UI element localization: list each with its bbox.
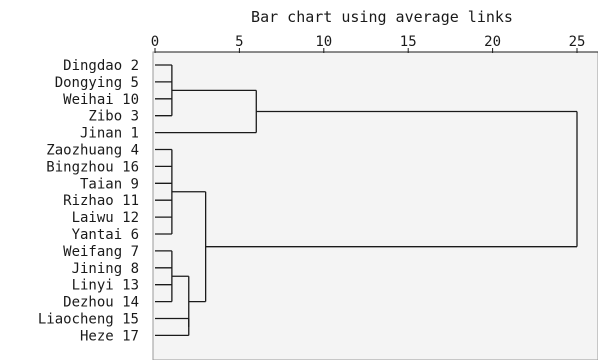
- x-tick-label: 10: [315, 34, 332, 50]
- leaf-label: Dingdao 2: [63, 58, 139, 74]
- leaf-label: Zibo 3: [88, 109, 139, 125]
- plot-area: [152, 51, 598, 360]
- x-tick-label: 25: [569, 34, 586, 50]
- leaf-label: Weifang 7: [63, 244, 139, 260]
- x-tick-label: 15: [400, 34, 417, 50]
- x-tick-label: 0: [151, 34, 159, 50]
- chart-title: Bar chart using average links: [251, 8, 513, 26]
- leaf-label: Heze 17: [80, 328, 139, 344]
- x-tick-label: 5: [235, 34, 243, 50]
- leaf-label: Weihai 10: [63, 92, 139, 108]
- leaf-label: Taian 9: [80, 176, 139, 192]
- x-axis: 0 5 10 15 20 25: [151, 34, 598, 53]
- leaf-label: Linyi 13: [72, 278, 139, 294]
- dendrogram-links: [155, 64, 578, 337]
- x-tick-label: 20: [484, 34, 501, 50]
- leaf-label: Zaozhuang 4: [46, 143, 139, 159]
- leaf-label: Rizhao 11: [63, 193, 139, 209]
- leaf-label: Yantai 6: [72, 227, 139, 243]
- leaf-label: Liaocheng 15: [38, 312, 139, 328]
- leaf-label: Jining 8: [72, 261, 139, 277]
- leaf-label: Laiwu 12: [72, 210, 139, 226]
- leaf-label: Jinan 1: [80, 126, 139, 142]
- leaf-label: Dongying 5: [55, 75, 139, 91]
- leaf-label: Dezhou 14: [63, 295, 139, 311]
- leaf-label: Bingzhou 16: [46, 159, 139, 175]
